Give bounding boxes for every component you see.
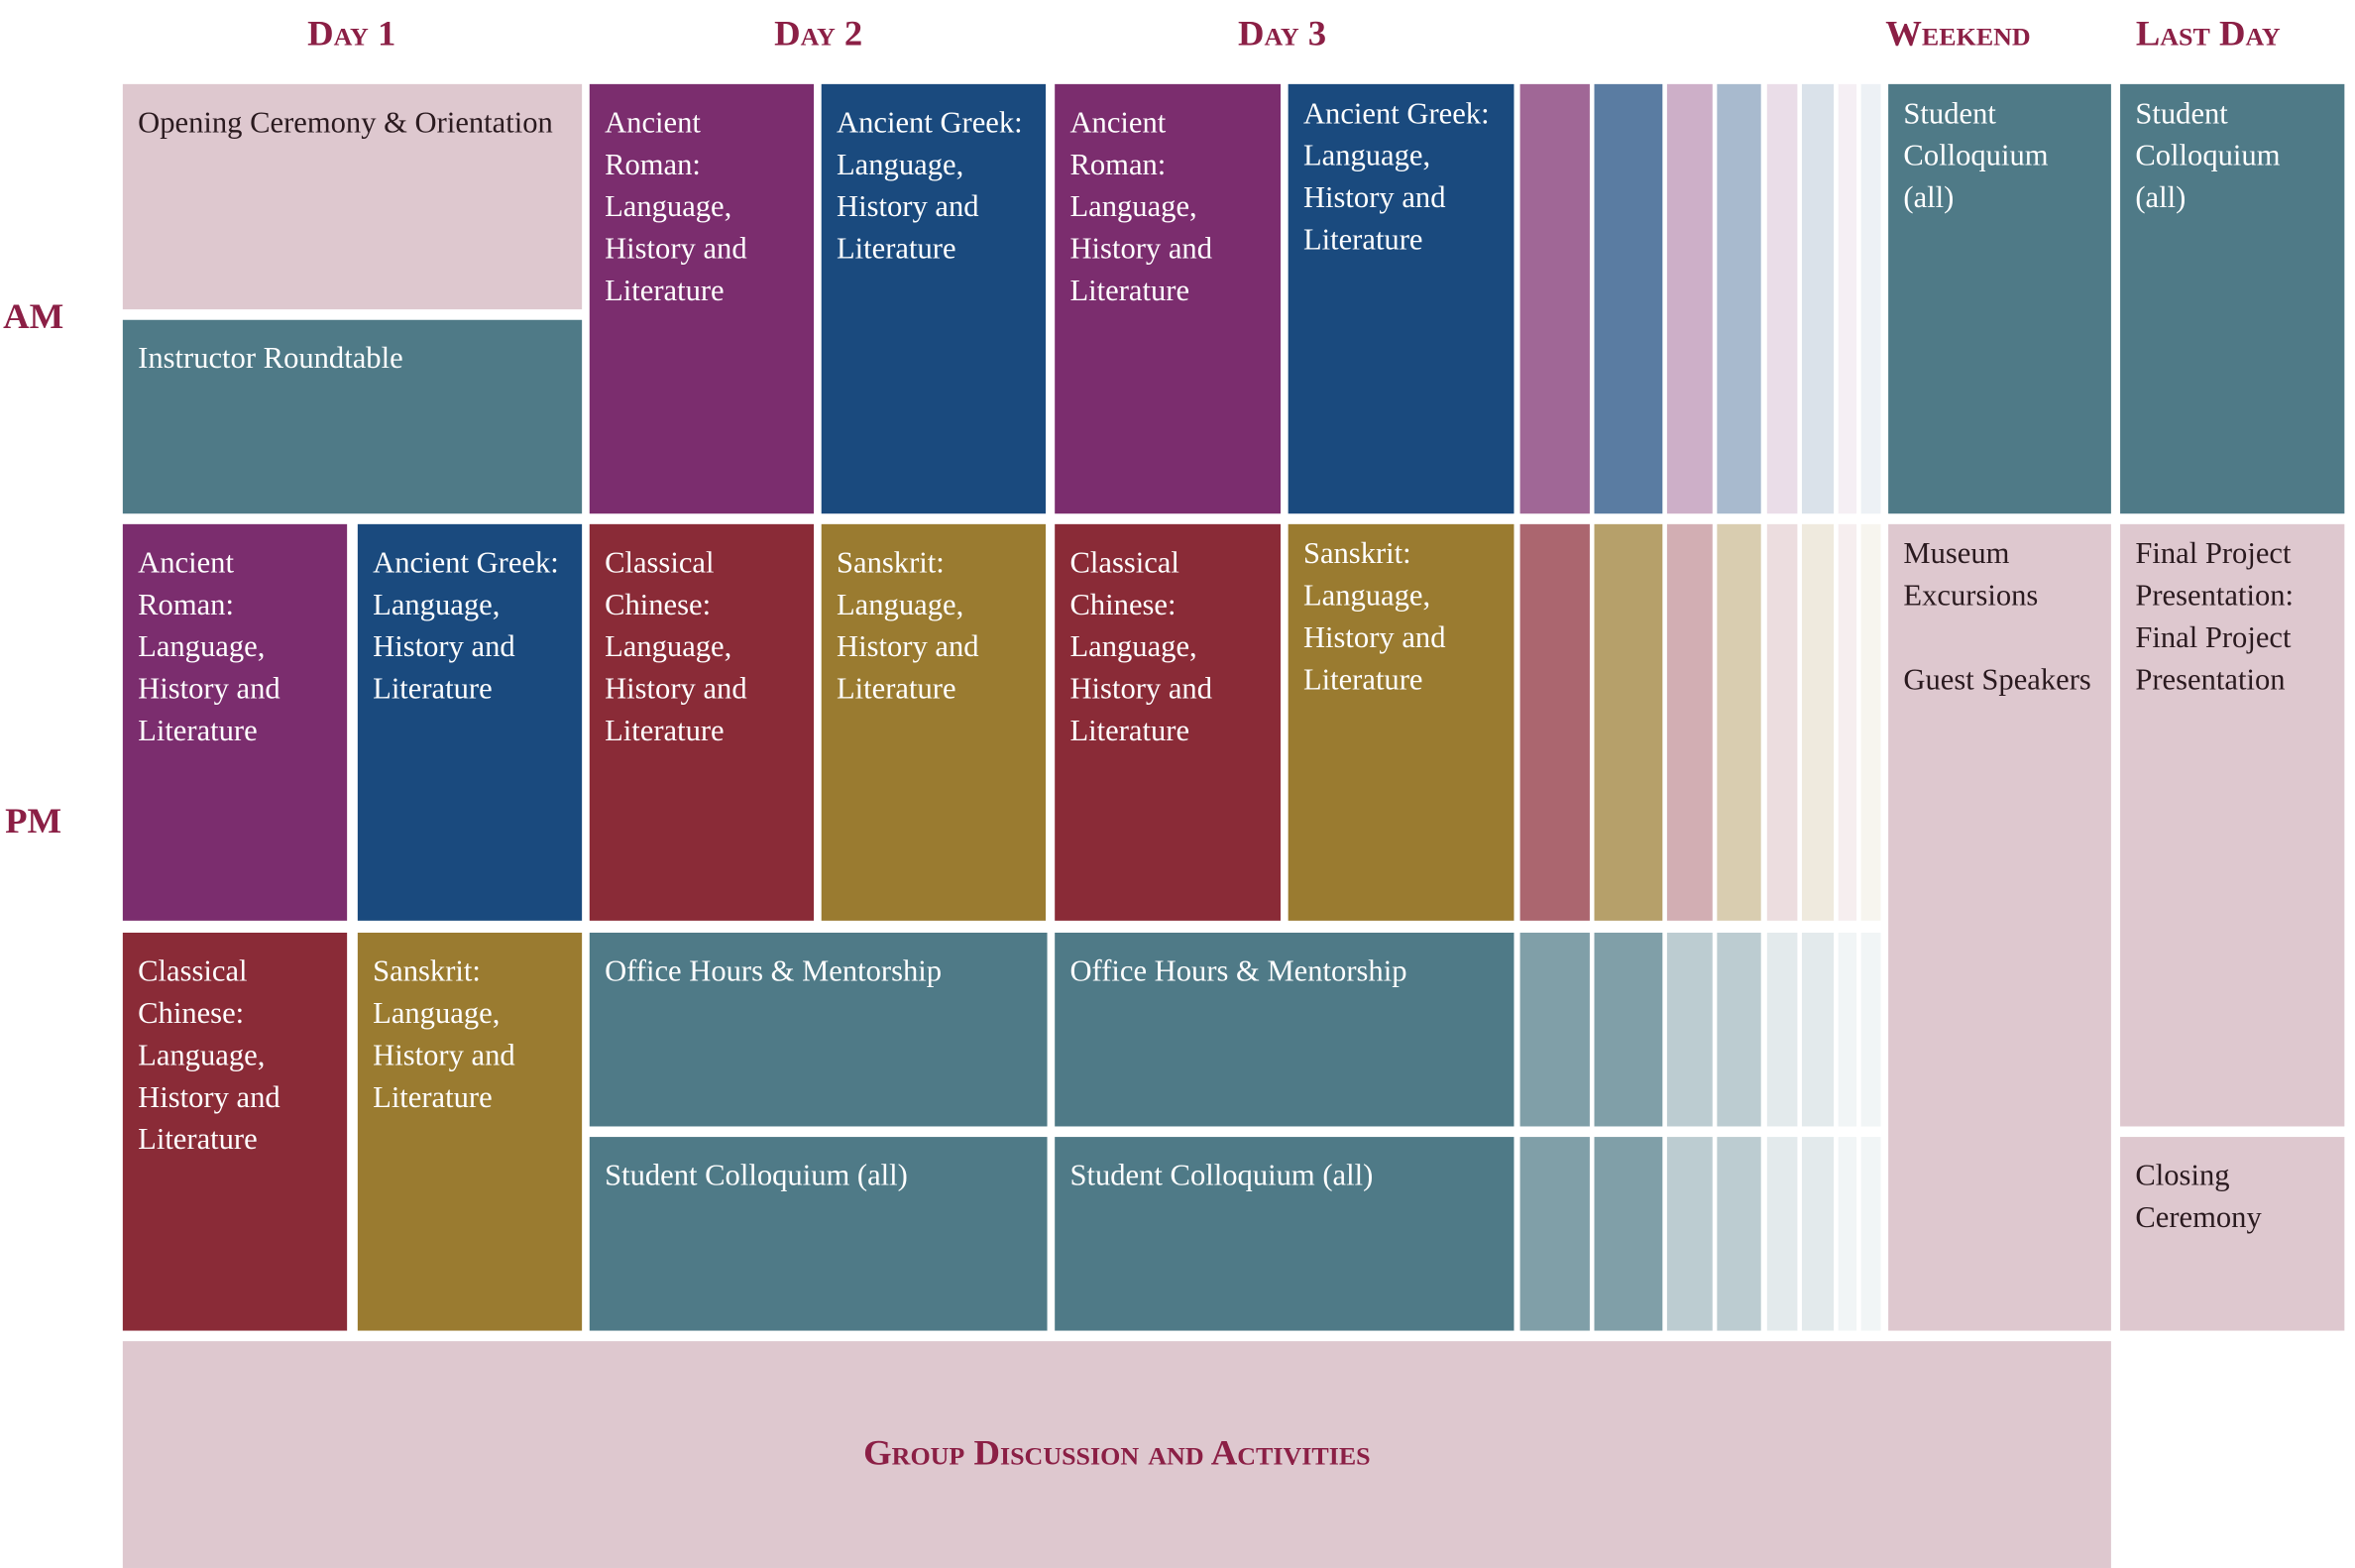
day-header: Last Day bbox=[2135, 15, 2281, 55]
fade-stripe bbox=[1838, 83, 1857, 514]
session-block: Ancient Roman: Language, History and Lit… bbox=[122, 523, 348, 921]
session-text: Classical Chinese: Language, History and… bbox=[1069, 546, 1213, 748]
fade-stripe bbox=[1519, 933, 1590, 1127]
session-block: Classical Chinese: Language, History and… bbox=[1055, 523, 1282, 921]
session-block: Office Hours & Mentorship bbox=[589, 933, 1048, 1127]
fade-stripe bbox=[1594, 83, 1663, 514]
session-text: Student Colloquium (all) bbox=[1069, 1159, 1374, 1193]
fade-stripe bbox=[1801, 933, 1835, 1127]
fade-stripe bbox=[1666, 933, 1713, 1127]
period-label: PM bbox=[5, 802, 62, 842]
session-block: Ancient Roman: Language, History and Lit… bbox=[589, 83, 815, 514]
session-block: Classical Chinese: Language, History and… bbox=[122, 933, 348, 1331]
session-block: Classical Chinese: Language, History and… bbox=[589, 523, 815, 921]
fade-stripe bbox=[1801, 523, 1835, 921]
fade-stripe bbox=[1838, 1137, 1857, 1331]
session-text: Student Colloquium (all) bbox=[1903, 97, 2049, 215]
session-text: Ancient Roman: Language, History and Lit… bbox=[605, 106, 747, 308]
fade-stripe bbox=[1838, 523, 1857, 921]
fade-stripe bbox=[1666, 83, 1713, 514]
fade-stripe bbox=[1717, 83, 1761, 514]
session-text: Ancient Greek: Language, History and Lit… bbox=[837, 106, 1023, 267]
period-label: AM bbox=[3, 297, 64, 338]
session-block: Opening Ceremony & Orientation bbox=[122, 83, 583, 310]
fade-stripe bbox=[1766, 1137, 1798, 1331]
session-block: Office Hours & Mentorship bbox=[1055, 933, 1514, 1127]
session-block: Closing Ceremony bbox=[2120, 1137, 2345, 1331]
session-block: Sanskrit: Language, History and Literatu… bbox=[357, 933, 583, 1331]
session-block: Final Project Presentation: Final Projec… bbox=[2120, 523, 2345, 1127]
fade-stripe bbox=[1838, 933, 1857, 1127]
session-text: Sanskrit: Language, History and Literatu… bbox=[373, 954, 515, 1115]
fade-stripe bbox=[1717, 523, 1761, 921]
fade-stripe bbox=[1766, 523, 1798, 921]
fade-stripe bbox=[1860, 1137, 1881, 1331]
session-block: Museum Excursions Guest Speakers bbox=[1888, 523, 2111, 1331]
day-header: Day 2 bbox=[774, 15, 863, 55]
fade-stripe bbox=[1594, 933, 1663, 1127]
session-text: Final Project Presentation: Final Projec… bbox=[2135, 537, 2295, 698]
fade-stripe bbox=[1717, 933, 1761, 1127]
session-block: Student Colloquium (all) bbox=[589, 1137, 1048, 1331]
fade-stripe bbox=[1519, 523, 1590, 921]
fade-stripe bbox=[1666, 523, 1713, 921]
fade-stripe bbox=[1860, 83, 1881, 514]
day-header: Weekend bbox=[1885, 15, 2031, 55]
session-text: Ancient Greek: Language, History and Lit… bbox=[1302, 97, 1490, 258]
session-text: Sanskrit: Language, History and Literatu… bbox=[837, 546, 979, 707]
session-block: Ancient Greek: Language, History and Lit… bbox=[357, 523, 583, 921]
session-block: Instructor Roundtable bbox=[122, 319, 583, 514]
fade-stripe bbox=[1860, 523, 1881, 921]
footer-block: Group Discussion and Activities bbox=[122, 1341, 2111, 1568]
fade-stripe bbox=[1860, 933, 1881, 1127]
fade-stripe bbox=[1519, 1137, 1590, 1331]
session-block: Ancient Greek: Language, History and Lit… bbox=[1288, 83, 1514, 514]
session-text: Office Hours & Mentorship bbox=[605, 954, 943, 989]
session-block: Ancient Greek: Language, History and Lit… bbox=[821, 83, 1047, 514]
session-text: Ancient Greek: Language, History and Lit… bbox=[373, 546, 559, 707]
session-block: Student Colloquium (all) bbox=[1055, 1137, 1514, 1331]
fade-stripe bbox=[1801, 83, 1835, 514]
session-text: Guest Speakers bbox=[1903, 663, 2091, 698]
session-text: Ancient Roman: Language, History and Lit… bbox=[1069, 106, 1213, 308]
session-text: Instructor Roundtable bbox=[138, 342, 403, 376]
session-block: Sanskrit: Language, History and Literatu… bbox=[821, 523, 1047, 921]
session-block: Student Colloquium (all) bbox=[1888, 83, 2111, 514]
day-header: Day 1 bbox=[307, 15, 396, 55]
session-text: Opening Ceremony & Orientation bbox=[138, 106, 553, 140]
fade-stripe bbox=[1766, 933, 1798, 1127]
session-block: Sanskrit: Language, History and Literatu… bbox=[1288, 523, 1514, 921]
fade-stripe bbox=[1594, 1137, 1663, 1331]
session-text: Museum Excursions bbox=[1903, 537, 2039, 614]
fade-stripe bbox=[1801, 1137, 1835, 1331]
session-text: Student Colloquium (all) bbox=[2135, 97, 2281, 215]
fade-stripe bbox=[1766, 83, 1798, 514]
session-block: Ancient Roman: Language, History and Lit… bbox=[1055, 83, 1282, 514]
session-text: Closing Ceremony bbox=[2135, 1159, 2262, 1235]
session-text: Office Hours & Mentorship bbox=[1069, 954, 1407, 989]
fade-stripe bbox=[1519, 83, 1590, 514]
session-block: Student Colloquium (all) bbox=[2120, 83, 2345, 514]
session-text: Classical Chinese: Language, History and… bbox=[605, 546, 747, 748]
session-text: Sanskrit: Language, History and Literatu… bbox=[1302, 537, 1446, 698]
session-text: Classical Chinese: Language, History and… bbox=[138, 954, 280, 1157]
day-header: Day 3 bbox=[1237, 15, 1327, 55]
session-text: Student Colloquium (all) bbox=[605, 1159, 908, 1193]
fade-stripe bbox=[1666, 1137, 1713, 1331]
session-text: Ancient Roman: Language, History and Lit… bbox=[138, 546, 280, 748]
fade-stripe bbox=[1717, 1137, 1761, 1331]
fade-stripe bbox=[1594, 523, 1663, 921]
